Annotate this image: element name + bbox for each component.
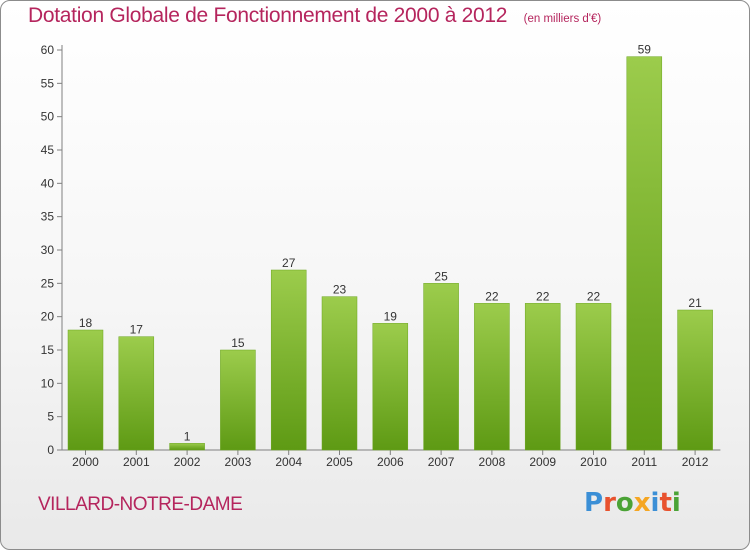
bar-2008 <box>474 303 510 451</box>
y-axis: 0 5 10 15 20 25 30 35 40 45 50 55 60 <box>41 43 63 457</box>
y-tick-label: 55 <box>41 76 55 90</box>
y-tick-label: 30 <box>41 243 55 257</box>
logo-letter: i <box>650 488 660 518</box>
logo-letter: r <box>603 488 616 518</box>
y-tick-label: 10 <box>41 376 55 390</box>
y-tick-label: 20 <box>41 310 55 324</box>
y-tick-label: 5 <box>47 410 54 424</box>
y-tick-label: 25 <box>41 276 55 290</box>
chart-header: Dotation Globale de Fonctionnement de 20… <box>28 4 601 28</box>
data-label-2002: 1 <box>184 429 191 443</box>
bar-2005 <box>321 296 358 451</box>
logo-letter: o <box>615 488 634 518</box>
data-label-2011: 59 <box>638 43 652 57</box>
bar-2012 <box>677 309 713 451</box>
x-tick-label-2005: 2005 <box>326 455 353 469</box>
x-tick-label-2007: 2007 <box>428 455 455 469</box>
bar-series <box>67 56 713 451</box>
y-tick-label: 40 <box>41 176 55 190</box>
x-tick-label-2000: 2000 <box>72 455 99 469</box>
bar-2009 <box>524 303 561 451</box>
data-label-2001: 17 <box>130 323 144 337</box>
x-tick-label-2009: 2009 <box>529 455 556 469</box>
data-label-2007: 25 <box>434 269 448 283</box>
proxiti-logo: Proxiti <box>584 488 681 518</box>
logo-letter: x <box>633 488 651 518</box>
chart-title: Dotation Globale de Fonctionnement de 20… <box>28 4 508 27</box>
x-tick-label-2004: 2004 <box>275 455 302 469</box>
data-label-2004: 27 <box>282 256 296 270</box>
data-label-2012: 21 <box>688 296 702 310</box>
y-tick-label: 45 <box>41 143 55 157</box>
x-tick-label-2011: 2011 <box>631 455 657 469</box>
x-tick-label-2010: 2010 <box>580 455 607 469</box>
data-label-2003: 15 <box>231 336 245 350</box>
data-label-2009: 22 <box>536 289 550 303</box>
logo-letter: t <box>659 488 672 518</box>
y-tick-label: 0 <box>47 443 54 457</box>
bar-2006 <box>372 323 409 451</box>
bar-2001 <box>118 336 155 451</box>
data-label-2008: 22 <box>485 289 499 303</box>
data-label-2006: 19 <box>384 309 398 323</box>
bar-2003 <box>220 349 256 451</box>
x-axis: 2000 2001 2002 2003 2004 2005 2006 2007 2008 2009… <box>62 449 721 469</box>
x-tick-label-2012: 2012 <box>682 455 709 469</box>
bar-2002 <box>169 443 205 451</box>
x-tick-label-2008: 2008 <box>479 455 506 469</box>
logo-letter: i <box>671 488 681 518</box>
commune-name: VILLARD-NOTRE-DAME <box>38 494 243 515</box>
bar-2011 <box>626 56 663 451</box>
bar-2000 <box>67 329 104 451</box>
x-tick-label-2006: 2006 <box>377 455 404 469</box>
x-tick-label-2003: 2003 <box>225 455 252 469</box>
bar-2007 <box>423 283 459 451</box>
x-tick-label-2002: 2002 <box>174 455 201 469</box>
logo-letter: P <box>584 488 604 518</box>
x-tick-label-2001: 2001 <box>123 455 150 469</box>
y-tick-label: 60 <box>41 43 55 57</box>
y-tick-label: 50 <box>41 110 55 124</box>
y-tick-label: 15 <box>41 343 55 357</box>
chart-unit-label: (en milliers d'€) <box>523 13 602 25</box>
data-label-2000: 18 <box>79 316 93 330</box>
data-label-2010: 22 <box>587 289 601 303</box>
data-label-2005: 23 <box>333 283 347 297</box>
bar-2010 <box>575 303 612 451</box>
data-labels: 18 17 1 15 27 23 19 25 22 22 22 59 21 <box>79 43 702 444</box>
y-tick-label: 35 <box>41 210 55 224</box>
bar-2004 <box>270 269 307 451</box>
